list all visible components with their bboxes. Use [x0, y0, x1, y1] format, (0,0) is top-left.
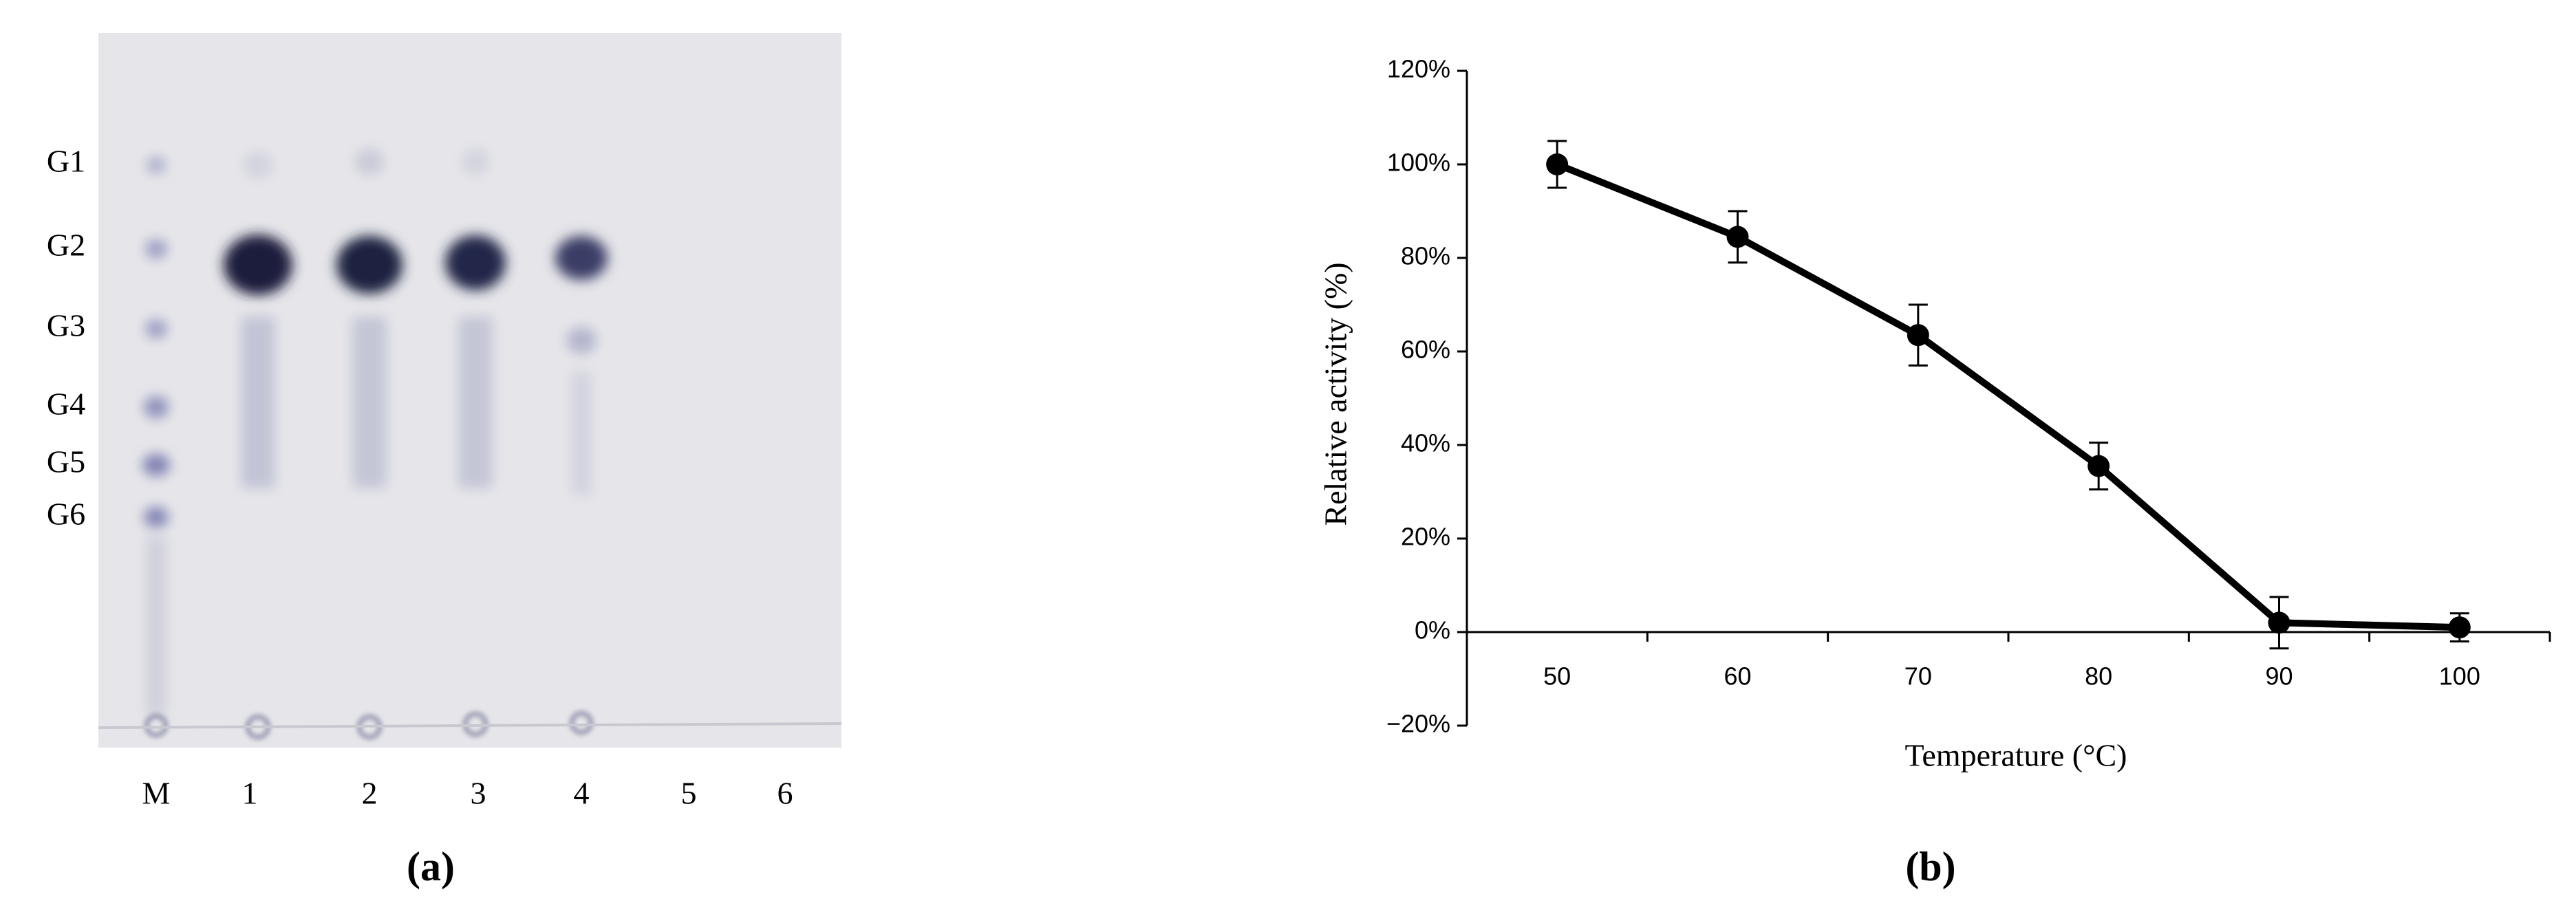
y-tick-label: 0%	[1415, 616, 1450, 644]
y-axis-label: Relative activity (%)	[1318, 262, 1353, 525]
y-tick-label: 20%	[1401, 523, 1450, 551]
spots	[142, 148, 608, 715]
y-tick-label: −20%	[1386, 710, 1450, 738]
x-axis-label: Temperature (°C)	[1905, 738, 2127, 773]
lane-label: 6	[777, 776, 793, 811]
lane-label: M	[142, 776, 171, 811]
row-label: G4	[47, 387, 85, 422]
x-tick-label: 50	[1543, 662, 1571, 691]
chart: −20% 0% 20% 40% 60% 80% 100% 120% 50 60 70 80 90 100 T…	[1318, 55, 2551, 889]
y-tick-label: 120%	[1387, 55, 1450, 83]
row-label: G1	[47, 144, 85, 179]
lane-label: 4	[574, 776, 590, 811]
lane-label: 3	[471, 776, 486, 811]
caption: (a)	[407, 844, 455, 889]
lane-label: 2	[362, 776, 378, 811]
marker	[1726, 226, 1749, 248]
y-tick-label: 60%	[1401, 336, 1450, 364]
row-label: G3	[47, 308, 85, 343]
tlc-plate	[98, 33, 842, 748]
y-tick-label: 100%	[1387, 149, 1450, 177]
x-tick-label: 80	[2085, 662, 2112, 691]
marker	[1907, 324, 1929, 347]
x-tick-label: 100	[2439, 662, 2480, 691]
x-tick-label: 70	[1904, 662, 1932, 691]
panel-a-labels: G1 G2 G3 G4 G5 G6 M 1 2 3 4 5 6 (a)	[47, 144, 793, 889]
x-tick-label: 60	[1724, 662, 1751, 691]
x-tick-label: 90	[2265, 662, 2293, 691]
lane-label: 1	[242, 776, 258, 811]
marker	[2087, 455, 2110, 477]
caption: (b)	[1905, 844, 1955, 889]
row-label: G6	[47, 497, 85, 532]
origin-line	[98, 722, 842, 729]
y-tick-label: 80%	[1401, 242, 1450, 270]
y-tick-label: 40%	[1401, 429, 1450, 457]
row-label: G5	[47, 444, 85, 479]
data-line	[1556, 161, 2460, 631]
row-label: G2	[47, 228, 85, 263]
marker	[2448, 616, 2471, 639]
lane-label: 5	[681, 776, 697, 811]
marker	[2268, 611, 2290, 634]
marker	[1546, 153, 1569, 175]
